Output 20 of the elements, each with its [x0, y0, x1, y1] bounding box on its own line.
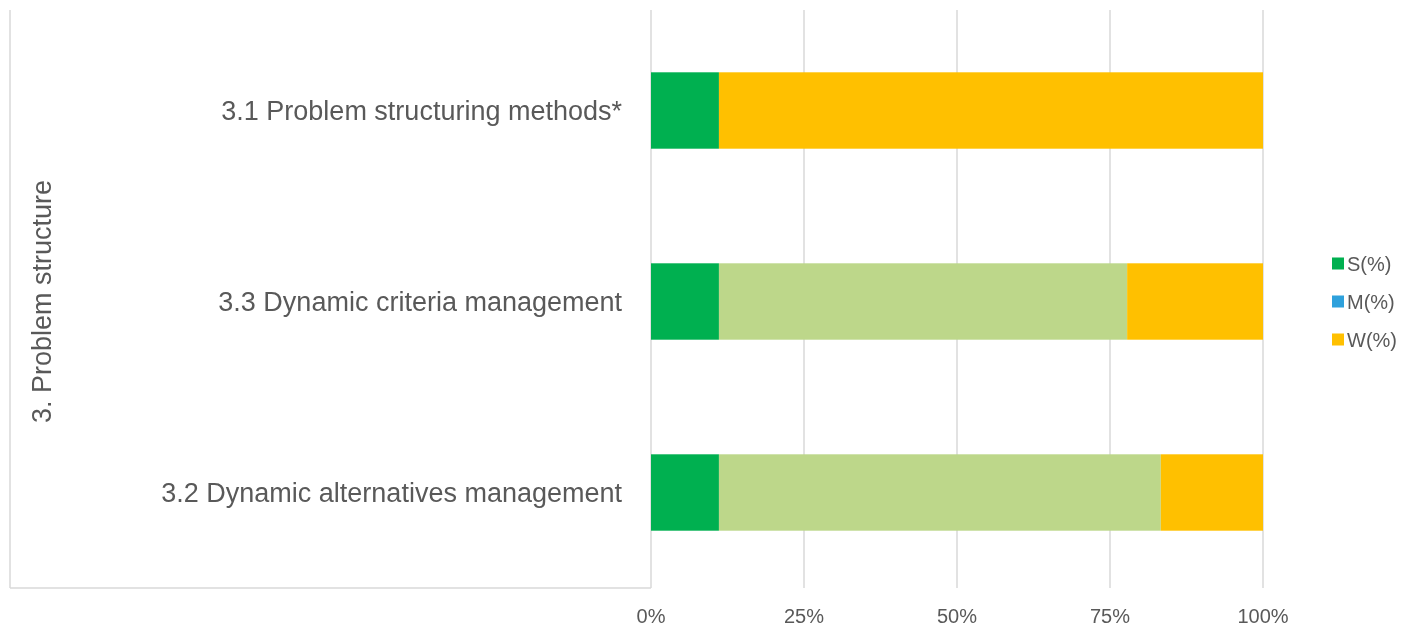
- legend-label: S(%): [1347, 252, 1392, 275]
- bar: [718, 454, 1161, 531]
- bar: [651, 454, 719, 531]
- bar: [718, 263, 1128, 340]
- x-tick-label: 0%: [636, 605, 666, 627]
- bar: [718, 72, 1263, 149]
- x-tick-label: 75%: [1089, 605, 1131, 627]
- legend-label: W(%): [1347, 328, 1397, 351]
- bar: [651, 72, 719, 149]
- bar: [651, 263, 719, 340]
- y-tick-label: 3.3 Dynamic criteria management: [218, 286, 623, 317]
- x-tick-label: 100%: [1237, 605, 1289, 627]
- y-axis-title: 3. Problem structure: [27, 179, 58, 424]
- legend-label: M(%): [1347, 290, 1395, 313]
- bar: [1127, 263, 1263, 340]
- bar: [1160, 454, 1263, 531]
- x-tick-label: 50%: [936, 605, 978, 627]
- x-tick-label: 25%: [783, 605, 825, 627]
- y-tick-label: 3.2 Dynamic alternatives management: [161, 477, 623, 508]
- y-tick-label: 3.1 Problem structuring methods*: [221, 95, 623, 126]
